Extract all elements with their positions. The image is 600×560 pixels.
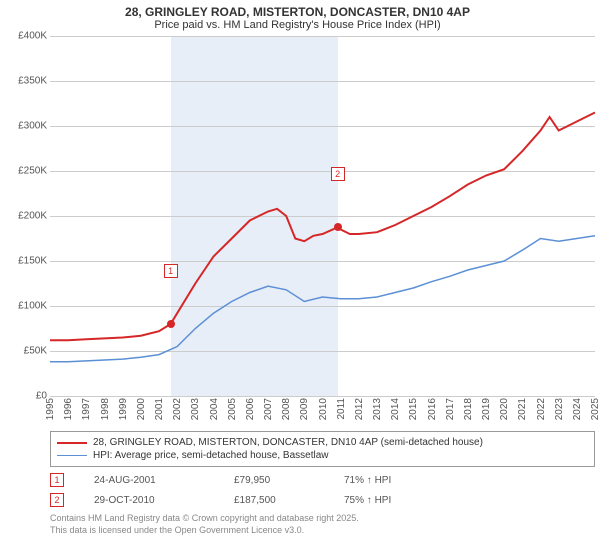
x-axis-label: 1997 [81, 398, 92, 420]
x-axis-label: 2018 [463, 398, 474, 420]
sale-date: 24-AUG-2001 [94, 475, 204, 486]
legend-swatch-property [57, 442, 87, 444]
y-axis-label: £200K [18, 211, 47, 222]
x-axis-label: 2015 [408, 398, 419, 420]
y-axis-label: £150K [18, 256, 47, 267]
x-axis-label: 2022 [536, 398, 547, 420]
chart-lines-svg [50, 36, 595, 396]
x-axis-label: 2013 [372, 398, 383, 420]
sale-marker-box: 1 [164, 264, 178, 278]
footer-line-2: This data is licensed under the Open Gov… [50, 525, 590, 537]
x-axis-label: 2002 [172, 398, 183, 420]
x-axis-label: 2016 [427, 398, 438, 420]
sale-marker-point [334, 223, 342, 231]
x-axis-label: 2000 [136, 398, 147, 420]
x-axis-label: 2011 [336, 398, 347, 420]
sale-date: 29-OCT-2010 [94, 495, 204, 506]
x-axis-label: 2003 [190, 398, 201, 420]
x-axis-label: 1996 [63, 398, 74, 420]
chart-title: 28, GRINGLEY ROAD, MISTERTON, DONCASTER,… [5, 5, 590, 19]
x-axis-label: 2023 [554, 398, 565, 420]
y-axis-label: £250K [18, 166, 47, 177]
x-axis-label: 2017 [445, 398, 456, 420]
sale-marker-point [167, 320, 175, 328]
chart-subtitle: Price paid vs. HM Land Registry's House … [5, 19, 590, 31]
sale-info-marker: 1 [50, 473, 64, 487]
x-axis-label: 2005 [227, 398, 238, 420]
y-axis-label: £50K [24, 346, 47, 357]
sale-price: £79,950 [234, 475, 314, 486]
x-axis-label: 2012 [354, 398, 365, 420]
legend-row-hpi: HPI: Average price, semi-detached house,… [57, 449, 588, 462]
x-axis-label: 2004 [209, 398, 220, 420]
x-axis-label: 1999 [118, 398, 129, 420]
sale-price: £187,500 [234, 495, 314, 506]
legend-swatch-hpi [57, 455, 87, 457]
legend-label-property: 28, GRINGLEY ROAD, MISTERTON, DONCASTER,… [93, 437, 483, 448]
sale-info-row: 1 24-AUG-2001 £79,950 71% ↑ HPI [50, 473, 590, 487]
x-axis-label: 2010 [318, 398, 329, 420]
chart-container: 28, GRINGLEY ROAD, MISTERTON, DONCASTER,… [0, 0, 600, 560]
footer-attribution: Contains HM Land Registry data © Crown c… [50, 513, 590, 536]
y-axis-label: £400K [18, 31, 47, 42]
x-axis-label: 2008 [281, 398, 292, 420]
y-axis-label: £300K [18, 121, 47, 132]
x-axis-label: 2020 [499, 398, 510, 420]
x-axis-label: 2014 [390, 398, 401, 420]
sale-info-row: 2 29-OCT-2010 £187,500 75% ↑ HPI [50, 493, 590, 507]
y-axis-label: £350K [18, 76, 47, 87]
legend: 28, GRINGLEY ROAD, MISTERTON, DONCASTER,… [50, 431, 595, 467]
x-axis-label: 2021 [517, 398, 528, 420]
gridline-h [50, 396, 595, 397]
legend-label-hpi: HPI: Average price, semi-detached house,… [93, 450, 329, 461]
x-axis-label: 2025 [590, 398, 600, 420]
x-axis-label: 1995 [45, 398, 56, 420]
sale-marker-box: 2 [331, 167, 345, 181]
series-line-hpi [50, 236, 595, 362]
y-axis-label: £100K [18, 301, 47, 312]
x-axis-label: 1998 [100, 398, 111, 420]
legend-row-property: 28, GRINGLEY ROAD, MISTERTON, DONCASTER,… [57, 436, 588, 449]
x-axis-label: 2009 [299, 398, 310, 420]
x-axis-label: 2007 [263, 398, 274, 420]
x-axis-label: 2001 [154, 398, 165, 420]
sale-pct: 71% ↑ HPI [344, 475, 391, 486]
plot-area: 12 £0£50K£100K£150K£200K£250K£300K£350K£… [50, 36, 595, 396]
x-axis-label: 2024 [572, 398, 583, 420]
series-line-property [50, 113, 595, 341]
sale-pct: 75% ↑ HPI [344, 495, 391, 506]
footer-line-1: Contains HM Land Registry data © Crown c… [50, 513, 590, 525]
sale-info-rows: 1 24-AUG-2001 £79,950 71% ↑ HPI 2 29-OCT-2010… [5, 473, 590, 507]
x-axis-label: 2019 [481, 398, 492, 420]
sale-info-marker: 2 [50, 493, 64, 507]
x-axis-label: 2006 [245, 398, 256, 420]
